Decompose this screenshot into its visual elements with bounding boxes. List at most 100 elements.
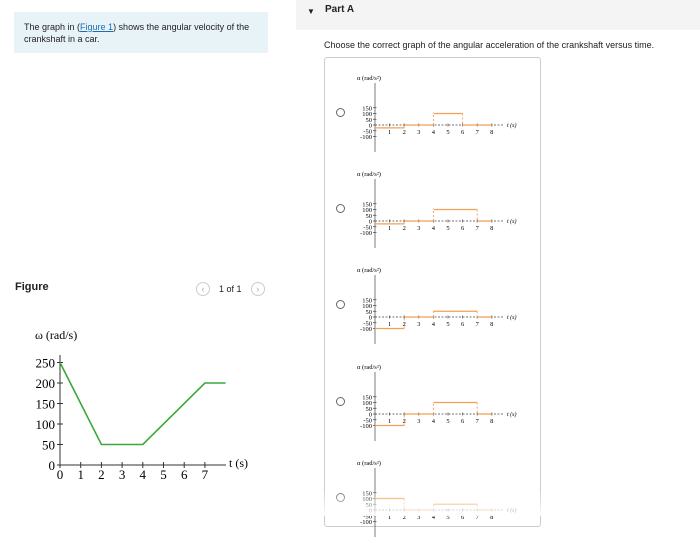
y-tick-label: 100 bbox=[362, 400, 372, 407]
x-tick-label: 1 bbox=[77, 467, 84, 482]
x-tick-label: 4 bbox=[432, 321, 436, 328]
y-tick-label: 0 bbox=[369, 412, 372, 419]
y-axis-label: α (rad/s²) bbox=[357, 75, 381, 82]
x-tick-label: 5 bbox=[160, 467, 167, 482]
y-tick-label: 0 bbox=[49, 458, 56, 473]
figure-title: Figure bbox=[15, 281, 49, 293]
x-axis-label: t (s) bbox=[507, 122, 517, 129]
x-tick-label: 1 bbox=[388, 321, 391, 328]
y-tick-label: -50 bbox=[363, 128, 372, 135]
x-tick-label: 6 bbox=[461, 418, 465, 425]
y-tick-label: 100 bbox=[36, 417, 56, 432]
x-tick-label: 8 bbox=[490, 418, 493, 425]
figure-pager: 1 of 1 bbox=[219, 284, 242, 294]
prev-figure-button[interactable]: ‹ bbox=[196, 282, 210, 296]
y-tick-label: -100 bbox=[360, 519, 372, 526]
question-text: Choose the correct graph of the angular … bbox=[324, 40, 655, 50]
x-tick-label: 5 bbox=[446, 321, 449, 328]
chevron-right-icon: › bbox=[256, 284, 260, 294]
x-tick-label: 5 bbox=[446, 129, 449, 136]
y-tick-label: 50 bbox=[366, 309, 373, 316]
x-tick-label: 7 bbox=[476, 225, 480, 232]
x-tick-label: 8 bbox=[490, 129, 493, 136]
caret-down-icon[interactable]: ▼ bbox=[307, 7, 315, 16]
y-axis-label: α (rad/s²) bbox=[357, 364, 381, 371]
y-tick-label: 50 bbox=[366, 406, 373, 413]
x-tick-label: 6 bbox=[461, 225, 465, 232]
x-tick-label: 2 bbox=[98, 467, 105, 482]
x-tick-label: 1 bbox=[388, 129, 391, 136]
x-tick-label: 7 bbox=[202, 467, 209, 482]
y-tick-label: 0 bbox=[369, 219, 372, 226]
y-tick-label: 150 bbox=[362, 105, 372, 112]
x-tick-label: 3 bbox=[417, 321, 420, 328]
problem-statement: The graph in (Figure 1) shows the angula… bbox=[14, 12, 268, 53]
x-tick-label: 7 bbox=[476, 321, 480, 328]
y-tick-label: 0 bbox=[369, 123, 372, 130]
x-axis-label: t (s) bbox=[507, 218, 517, 225]
x-tick-label: 7 bbox=[476, 418, 480, 425]
x-tick-label: 2 bbox=[403, 225, 406, 232]
y-tick-label: 150 bbox=[362, 297, 372, 304]
x-tick-label: 5 bbox=[446, 418, 449, 425]
y-tick-label: 50 bbox=[42, 438, 55, 453]
x-tick-label: 1 bbox=[388, 418, 391, 425]
x-tick-label: 3 bbox=[119, 467, 126, 482]
angular-velocity-line bbox=[59, 362, 226, 446]
y-axis-label: α (rad/s²) bbox=[357, 460, 381, 467]
option-radio-4[interactable] bbox=[336, 397, 345, 406]
option-radio-2[interactable] bbox=[336, 204, 345, 213]
x-tick-label: 7 bbox=[476, 129, 480, 136]
part-a-header[interactable] bbox=[296, 0, 700, 30]
x-tick-label: 4 bbox=[432, 225, 436, 232]
x-tick-label: 3 bbox=[417, 129, 420, 136]
x-tick-label: 2 bbox=[403, 129, 406, 136]
y-tick-label: -100 bbox=[360, 134, 372, 141]
y-tick-label: 250 bbox=[36, 356, 56, 371]
x-tick-label: 4 bbox=[432, 418, 436, 425]
y-tick-label: -50 bbox=[363, 224, 372, 231]
x-tick-label: 0 bbox=[57, 467, 64, 482]
x-tick-label: 6 bbox=[461, 321, 465, 328]
x-tick-label: 3 bbox=[417, 225, 420, 232]
figure-link[interactable]: Figure 1 bbox=[80, 22, 114, 32]
intro-text-before: The graph in ( bbox=[24, 22, 81, 32]
x-axis-label: t (s) bbox=[507, 411, 517, 418]
option-radio-1[interactable] bbox=[336, 108, 345, 117]
y-axis-label: α (rad/s²) bbox=[357, 267, 381, 274]
chevron-left-icon: ‹ bbox=[201, 284, 205, 294]
x-tick-label: 5 bbox=[446, 225, 449, 232]
y-tick-label: -100 bbox=[360, 230, 372, 237]
x-tick-label: 6 bbox=[461, 129, 465, 136]
option-radio-3[interactable] bbox=[336, 300, 345, 309]
x-tick-label: 3 bbox=[417, 418, 420, 425]
y-tick-label: -100 bbox=[360, 326, 372, 333]
next-figure-button[interactable]: › bbox=[251, 282, 265, 296]
x-axis-label: t (s) bbox=[229, 456, 248, 470]
y-tick-label: 100 bbox=[362, 303, 372, 310]
y-tick-label: 50 bbox=[366, 213, 373, 220]
y-tick-label: 200 bbox=[36, 376, 56, 391]
y-tick-label: 150 bbox=[362, 201, 372, 208]
x-tick-label: 1 bbox=[388, 225, 391, 232]
y-tick-label: -50 bbox=[363, 320, 372, 327]
x-tick-label: 8 bbox=[490, 321, 493, 328]
y-axis-label: ω (rad/s) bbox=[35, 328, 77, 342]
y-tick-label: 150 bbox=[36, 397, 56, 412]
y-tick-label: -100 bbox=[360, 423, 372, 430]
y-tick-label: 150 bbox=[362, 394, 372, 401]
x-tick-label: 8 bbox=[490, 225, 493, 232]
y-tick-label: 0 bbox=[369, 315, 372, 322]
y-tick-label: 100 bbox=[362, 111, 372, 118]
y-tick-label: 50 bbox=[366, 117, 373, 124]
x-tick-label: 4 bbox=[140, 467, 147, 482]
y-tick-label: -50 bbox=[363, 417, 372, 424]
bottom-fade bbox=[0, 488, 700, 516]
x-tick-label: 4 bbox=[432, 129, 436, 136]
x-tick-label: 6 bbox=[181, 467, 188, 482]
